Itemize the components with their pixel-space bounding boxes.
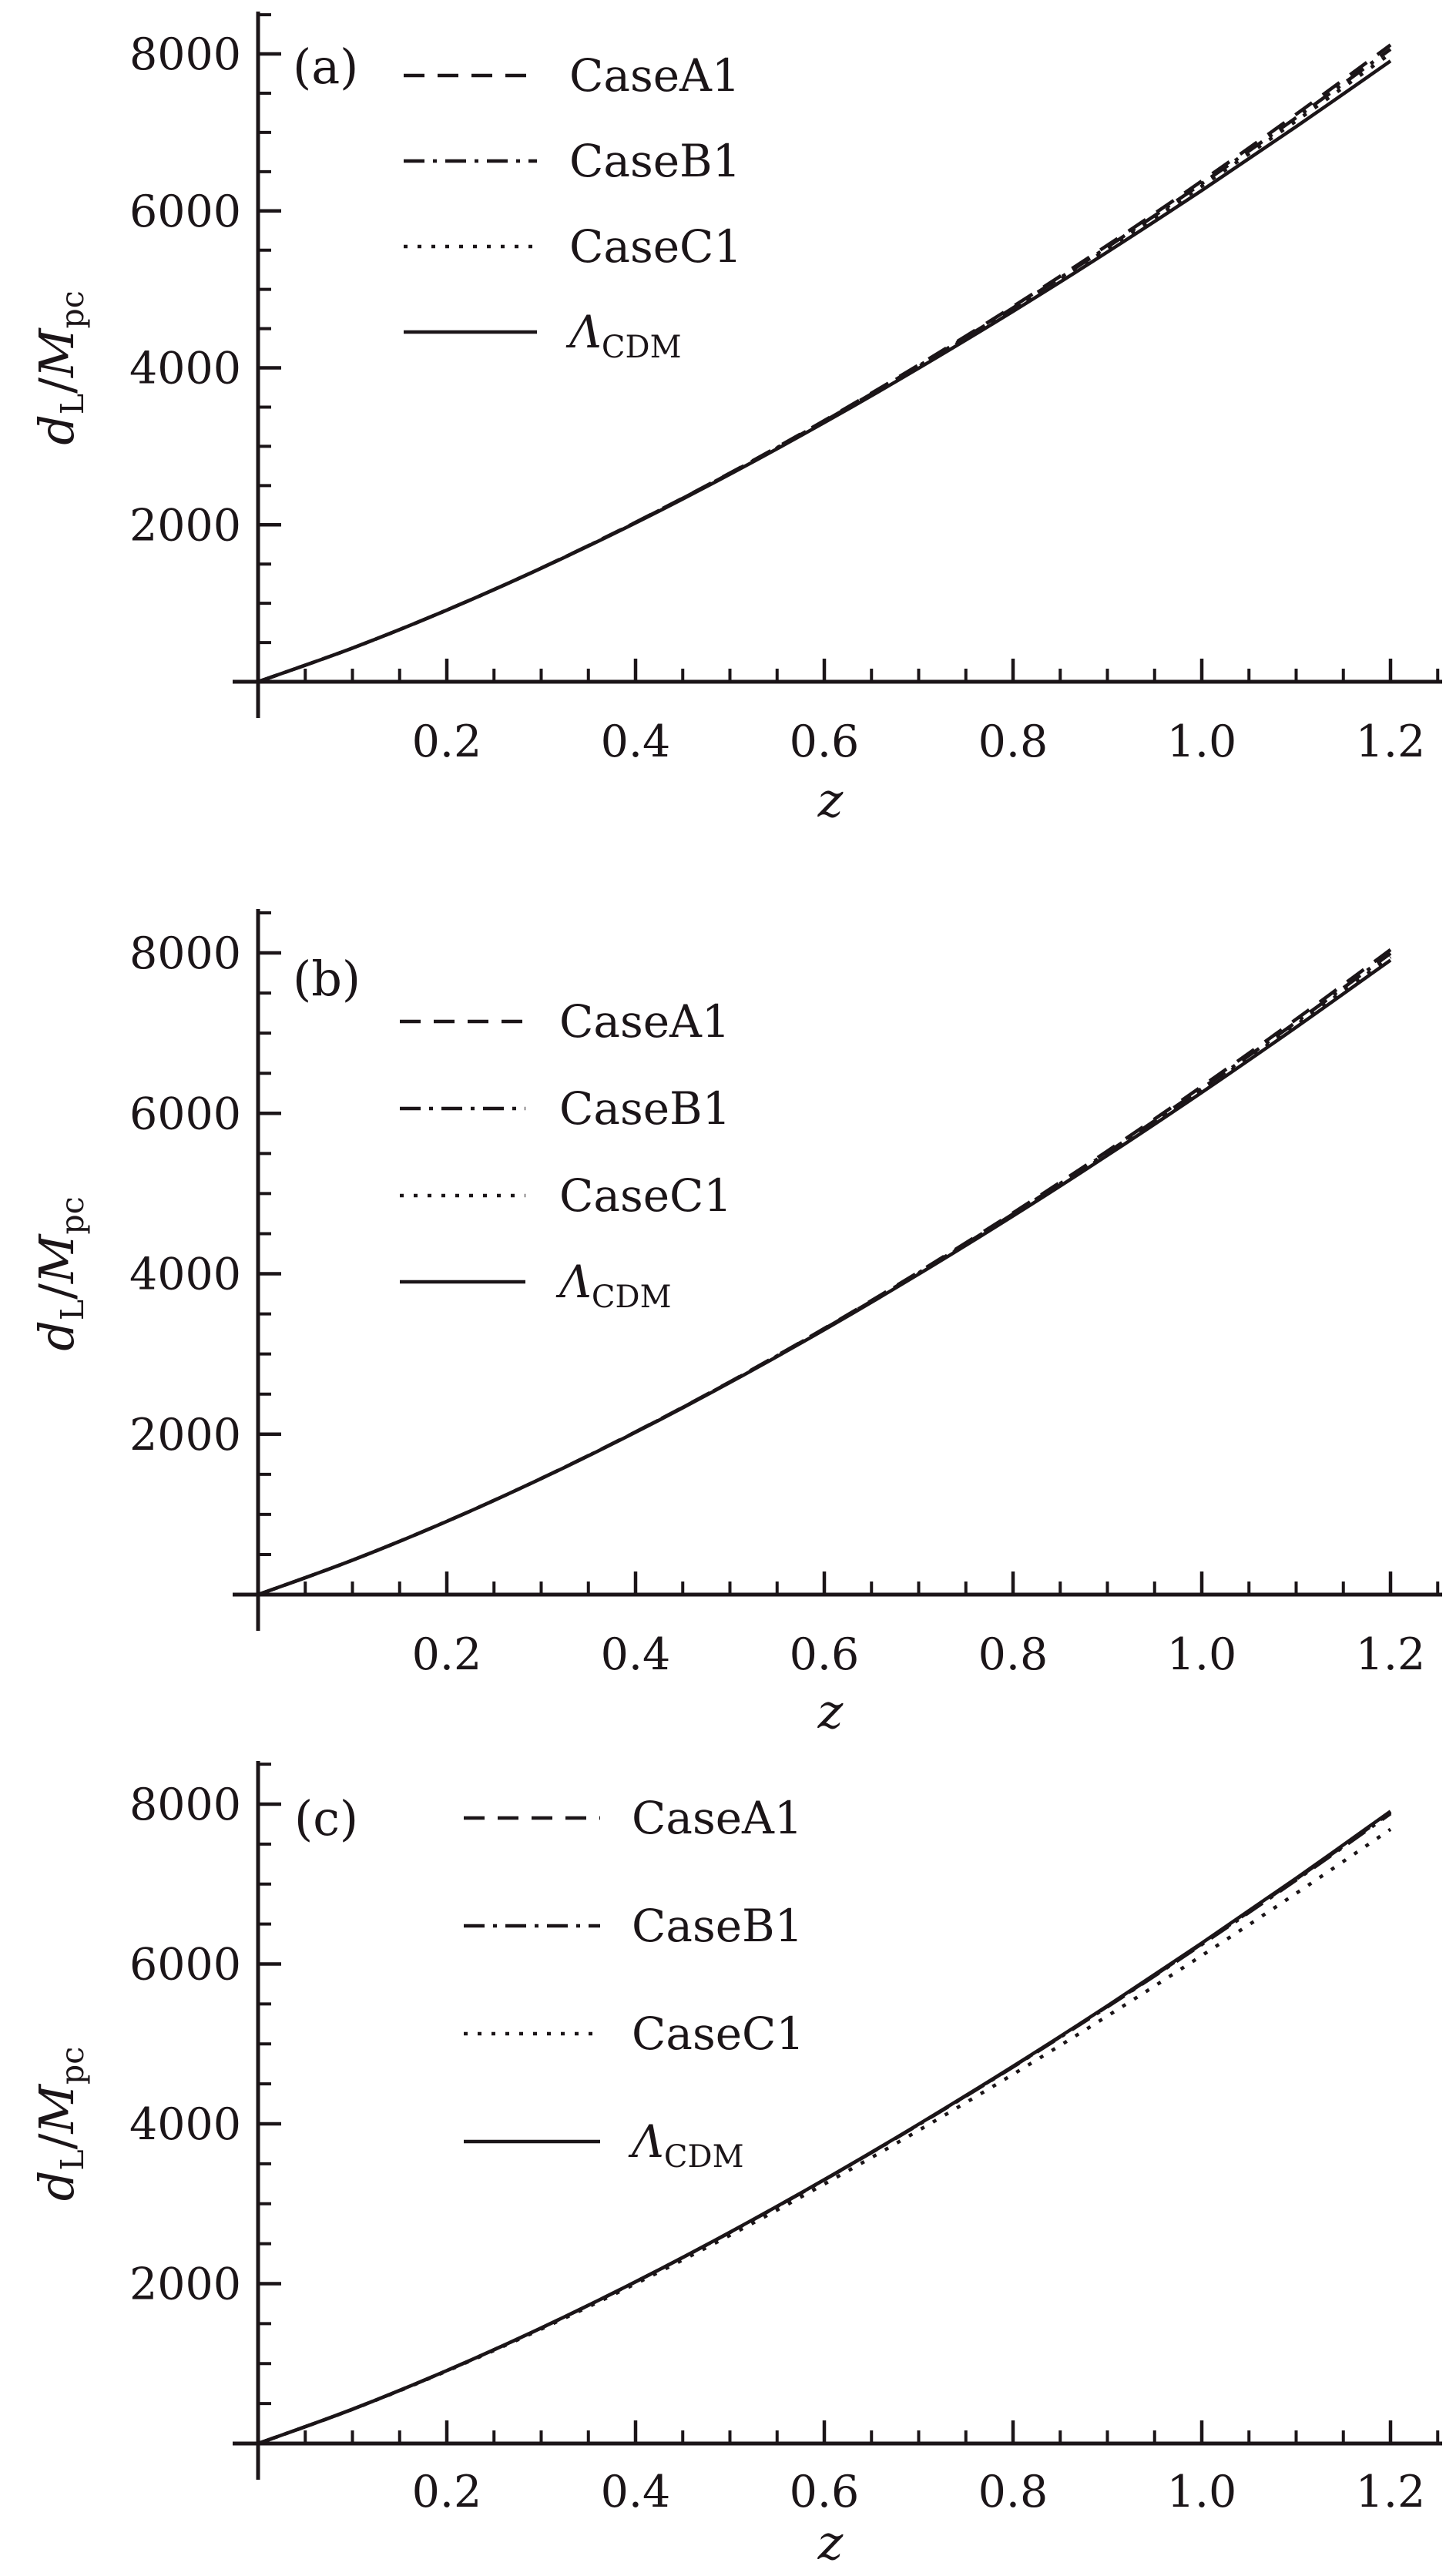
x-tick-label: 1.2: [1356, 2467, 1426, 2517]
x-tick-label: 1.2: [1356, 1629, 1426, 1680]
x-tick-label: 1.2: [1356, 716, 1426, 767]
x-tick-label: 0.8: [978, 716, 1048, 767]
panel-a: 0.2 0.4 0.6 0.8 1.0 1.2 2000 4000 6000 8000 z dL/Mp…: [29, 12, 1442, 828]
x-tick-label: 0.4: [601, 2467, 671, 2517]
legend-label-cdm: ΛCDM: [628, 2115, 744, 2175]
y-tick-label: 6000: [129, 186, 241, 237]
legend-label-cdm: ΛCDM: [565, 306, 682, 365]
y-tick-label: 4000: [129, 344, 241, 394]
curve-casea1: [257, 948, 1392, 1597]
curve-casec1: [257, 955, 1392, 1597]
y-tick-label: 4000: [129, 1249, 241, 1300]
legend-label-casec1: CaseC1: [632, 2008, 804, 2060]
panel-b: 0.2 0.4 0.6 0.8 1.0 1.2 2000 4000 6000 8000 z dL/Mp…: [29, 909, 1442, 1739]
legend-label-caseb1: CaseB1: [559, 1082, 731, 1135]
panel-c: 0.2 0.4 0.6 0.8 1.0 1.2 2000 4000 6000 8000 z dL/Mp…: [29, 1761, 1442, 2566]
y-tick-label: 2000: [129, 2259, 241, 2310]
panel-label-b: (b): [293, 951, 361, 1007]
x-tick-label: 0.2: [412, 2467, 482, 2517]
y-axis-title: dL/Mpc: [29, 290, 91, 445]
x-tick-label: 0.4: [601, 716, 671, 767]
curve-cdm: [257, 59, 1392, 684]
panel-label-a: (a): [293, 39, 358, 95]
curve-cdm: [257, 1810, 1392, 2446]
y-tick-label: 2000: [129, 1410, 241, 1461]
legend-label-cdm: ΛCDM: [555, 1256, 672, 1315]
x-tick-label: 0.2: [412, 716, 482, 767]
x-tick-label: 0.8: [978, 1629, 1048, 1680]
x-tick-label: 0.8: [978, 2467, 1048, 2517]
curve-casec1: [257, 1827, 1392, 2446]
curve-casea1: [257, 1810, 1392, 2446]
legend-label-casea1: CaseA1: [632, 1792, 803, 1844]
y-axis-title: dL/Mpc: [29, 2047, 91, 2202]
x-tick-label: 0.2: [412, 1629, 482, 1680]
curve-cdm: [257, 958, 1392, 1597]
y-tick-label: 6000: [129, 1088, 241, 1139]
x-tick-label: 1.0: [1167, 2467, 1237, 2517]
x-axis-title: z: [817, 1683, 844, 1739]
x-tick-label: 1.0: [1167, 1629, 1237, 1680]
panel-label-c: (c): [294, 1790, 358, 1847]
y-tick-label: 4000: [129, 2099, 241, 2150]
y-tick-label: 8000: [129, 29, 241, 80]
x-tick-label: 0.6: [790, 1629, 860, 1680]
curve-caseb1: [257, 48, 1392, 684]
legend-label-caseb1: CaseB1: [569, 135, 741, 187]
x-tick-label: 0.4: [601, 1629, 671, 1680]
y-tick-label: 2000: [129, 500, 241, 551]
x-tick-label: 0.6: [790, 716, 860, 767]
legend-label-caseb1: CaseB1: [632, 1900, 803, 1952]
x-axis-title: z: [817, 2514, 844, 2566]
legend-label-casea1: CaseA1: [559, 995, 730, 1048]
curve-casea1: [257, 43, 1392, 684]
legend-label-casec1: CaseC1: [569, 220, 742, 273]
curve-caseb1: [257, 951, 1392, 1597]
y-tick-label: 6000: [129, 1940, 241, 1991]
x-axis-title: z: [817, 772, 844, 828]
y-tick-label: 8000: [129, 1779, 241, 1830]
curve-casec1: [257, 52, 1392, 684]
y-axis-title: dL/Mpc: [29, 1196, 91, 1351]
x-tick-label: 0.6: [790, 2467, 860, 2517]
curve-caseb1: [257, 1812, 1392, 2446]
y-tick-label: 8000: [129, 928, 241, 979]
x-tick-label: 1.0: [1167, 716, 1237, 767]
legend-label-casec1: CaseC1: [559, 1169, 732, 1222]
legend-label-casea1: CaseA1: [569, 49, 740, 102]
